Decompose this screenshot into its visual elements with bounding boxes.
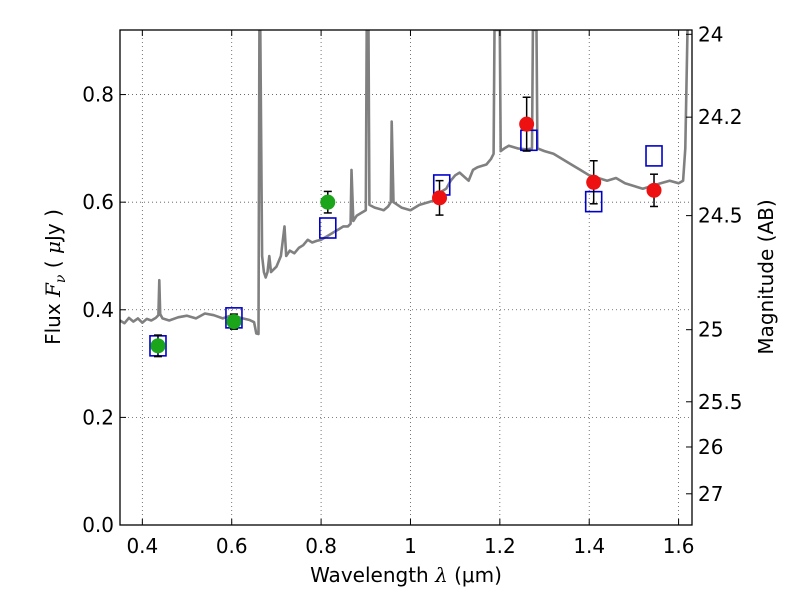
right-tick-label-2: 24.5 <box>698 204 743 228</box>
x-axis-label-unit: (μm) <box>448 563 502 587</box>
red-marker-0 <box>432 190 448 206</box>
x-tick-label-4: 1.2 <box>484 534 516 558</box>
red-marker-2 <box>586 174 602 190</box>
y-tick-label-0: 0.0 <box>82 513 114 537</box>
x-tick-label-2: 0.8 <box>305 534 337 558</box>
right-tick-label-5: 26 <box>698 435 723 459</box>
x-tick-label-3: 1 <box>404 534 417 558</box>
plot-frame <box>119 29 693 526</box>
red-marker-3 <box>646 182 662 198</box>
model-box-2 <box>318 217 337 239</box>
y-tick-label-3: 0.6 <box>82 190 114 214</box>
right-tick-label-3: 25 <box>698 318 723 342</box>
red-point-1 <box>519 96 535 152</box>
y-axis-label-subscript: ν <box>53 274 69 283</box>
plot-area <box>120 30 689 358</box>
y-axis-label-unit: Jy ) <box>41 209 65 243</box>
red-marker-1 <box>519 116 535 132</box>
green-point-2 <box>320 190 336 214</box>
y-tick-label-4: 0.8 <box>82 83 114 107</box>
y-axis-label-unit-open: ( <box>41 254 65 275</box>
x-tick-label-6: 1.6 <box>663 534 695 558</box>
grid-lines <box>120 30 692 525</box>
x-axis-label-symbol: λ <box>434 563 448 587</box>
right-tick-label-4: 25.5 <box>698 390 743 414</box>
green-marker-1 <box>226 314 242 330</box>
model-box-6 <box>645 145 663 167</box>
y-axis-label-symbol: F <box>41 282 65 298</box>
red-point-3 <box>646 173 662 208</box>
green-point-0 <box>150 334 166 358</box>
y-axis-label-unit-mu: μ <box>41 241 65 254</box>
right-axis-label: Magnitude (AB) <box>754 199 778 354</box>
x-tick-label-5: 1.4 <box>573 534 605 558</box>
red-point-2 <box>586 159 602 205</box>
green-point-1 <box>226 313 242 330</box>
red-point-0 <box>432 179 448 216</box>
y-axis-label: Flux Fν ( μJy ) <box>41 209 69 345</box>
right-tick-label-1: 24.2 <box>698 105 743 129</box>
model-box-4 <box>520 129 538 152</box>
x-tick-label-1: 0.6 <box>216 534 248 558</box>
x-axis-label-prefix: Wavelength <box>310 563 435 587</box>
y-tick-label-1: 0.2 <box>82 405 114 429</box>
y-axis-label-prefix: Flux <box>41 297 65 345</box>
green-marker-2 <box>320 194 336 210</box>
green-marker-0 <box>150 338 166 354</box>
x-tick-label-0: 0.4 <box>126 534 158 558</box>
right-tick-label-0: 24 <box>698 22 723 46</box>
y-tick-label-2: 0.4 <box>82 298 114 322</box>
x-axis-label: Wavelength λ (μm) <box>310 563 502 587</box>
axes: 0.4 0.6 0.8 1 1.2 1.4 1.6 0.0 0.2 0.4 0.6 0.8 24 24.2… <box>82 22 742 558</box>
right-tick-label-6: 27 <box>698 482 723 506</box>
spectrum-line <box>120 30 689 336</box>
